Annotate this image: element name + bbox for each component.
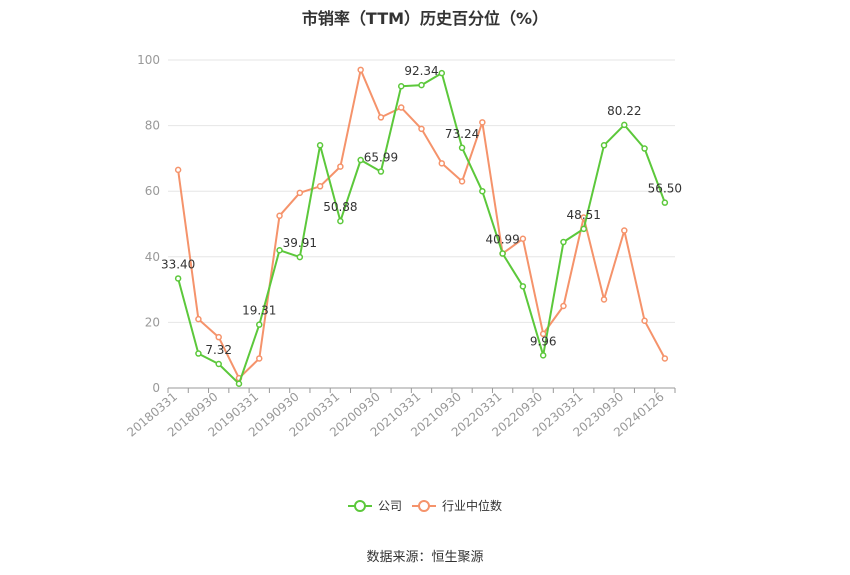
x-axis: 2018033120180930201903312019093020200331… xyxy=(124,387,676,440)
point-company-20201231 xyxy=(397,82,405,90)
legend: 公司 行业中位数 xyxy=(348,498,502,513)
data-label-company-20180930: 7.32 xyxy=(205,343,232,357)
point-industry-20180630 xyxy=(195,315,202,323)
point-industry-20221231 xyxy=(560,302,567,310)
point-company-20180630 xyxy=(195,350,202,357)
y-tick-label-80: 80 xyxy=(145,119,160,133)
point-company-20210331 xyxy=(418,81,425,89)
point-company-20190630 xyxy=(276,246,283,254)
point-company-20231231 xyxy=(641,145,648,152)
data-label-company-20190930: 39.91 xyxy=(283,236,317,250)
point-industry-20190331 xyxy=(256,355,263,362)
point-industry-20220930 xyxy=(539,330,547,338)
point-company-20191231 xyxy=(316,142,324,149)
point-company-20190331 xyxy=(256,321,263,328)
data-source: 数据来源：恒生聚源 xyxy=(366,550,484,565)
point-industry-20231231 xyxy=(641,317,648,325)
series-lines xyxy=(174,66,669,387)
chart-title: 市销率（TTM）历史百分位（%） xyxy=(301,9,549,28)
y-tick-label-20: 20 xyxy=(145,315,160,329)
point-industry-20210331 xyxy=(418,125,425,133)
point-company-20190930 xyxy=(296,253,304,261)
point-industry-20200930 xyxy=(377,114,385,121)
point-company-20240126 xyxy=(661,199,669,206)
point-industry-20211231 xyxy=(479,119,486,126)
data-label-company-20210331: 92.34 xyxy=(404,64,438,78)
point-company-20221231 xyxy=(560,238,567,246)
data-label-company-20200331: 50.88 xyxy=(323,200,357,214)
legend-industry-marker xyxy=(418,500,430,512)
point-industry-20180930 xyxy=(215,333,222,341)
point-company-20211231 xyxy=(479,187,486,195)
legend-company-marker xyxy=(354,500,366,512)
point-industry-20210930 xyxy=(458,178,466,185)
point-industry-20230930 xyxy=(621,227,628,234)
legend-item-company[interactable]: 公司 xyxy=(348,499,402,513)
data-label-company-20200930: 65.99 xyxy=(364,151,398,165)
point-industry-20180331 xyxy=(174,166,182,174)
point-industry-20201231 xyxy=(397,104,405,111)
point-industry-20200630 xyxy=(357,66,364,74)
legend-company-label: 公司 xyxy=(378,499,402,513)
data-label-company-20240126: 56.50 xyxy=(648,182,682,196)
series-line-industry xyxy=(177,68,666,380)
point-company-20180331 xyxy=(174,275,182,282)
data-label-company-20220930: 9.96 xyxy=(530,334,557,348)
y-tick-label-60: 60 xyxy=(145,184,160,198)
data-label-company-20230331: 48.51 xyxy=(567,208,601,222)
point-industry-20240126 xyxy=(661,355,669,362)
data-label-company-20180331: 33.40 xyxy=(161,257,195,271)
point-industry-20230630 xyxy=(600,296,608,303)
y-tick-label-0: 0 xyxy=(152,381,160,395)
point-company-20180930 xyxy=(215,360,222,368)
data-label-company-20190331: 19.31 xyxy=(242,304,276,318)
series-line-company xyxy=(177,72,666,385)
legend-item-industry[interactable]: 行业中位数 xyxy=(412,498,502,513)
point-company-20200930 xyxy=(377,168,385,175)
point-industry-20220630 xyxy=(519,235,527,243)
point-industry-20191231 xyxy=(316,183,324,190)
y-tick-label-100: 100 xyxy=(137,53,160,67)
point-company-20220630 xyxy=(519,283,527,290)
point-company-20230630 xyxy=(600,142,608,149)
point-industry-20190930 xyxy=(296,189,304,197)
point-industry-20210630 xyxy=(438,160,446,167)
point-company-20210630 xyxy=(438,69,446,77)
data-label-company-20210930: 73.24 xyxy=(445,127,479,141)
point-company-20220331 xyxy=(499,250,506,257)
point-industry-20190630 xyxy=(276,212,283,220)
legend-industry-label: 行业中位数 xyxy=(442,498,502,513)
point-company-20230930 xyxy=(621,121,628,129)
data-label-company-20230930: 80.22 xyxy=(607,104,641,118)
y-tick-label-40: 40 xyxy=(145,250,160,264)
point-company-20210930 xyxy=(458,144,466,152)
grid-lines xyxy=(168,59,675,323)
y-axis-ticks: 0 20 40 60 80 100 xyxy=(137,53,160,395)
point-company-20200331 xyxy=(337,217,344,225)
point-company-20230331 xyxy=(580,225,587,233)
data-labels: 33.40 7.32 19.31 39.91 50.88 65.99 92.34 73.24 4… xyxy=(161,64,682,357)
point-company-20181231 xyxy=(235,380,243,387)
point-industry-20200331 xyxy=(337,163,344,170)
point-company-20200630 xyxy=(357,156,364,164)
data-label-company-20220331: 40.99 xyxy=(485,233,519,247)
point-company-20220930 xyxy=(539,352,547,359)
